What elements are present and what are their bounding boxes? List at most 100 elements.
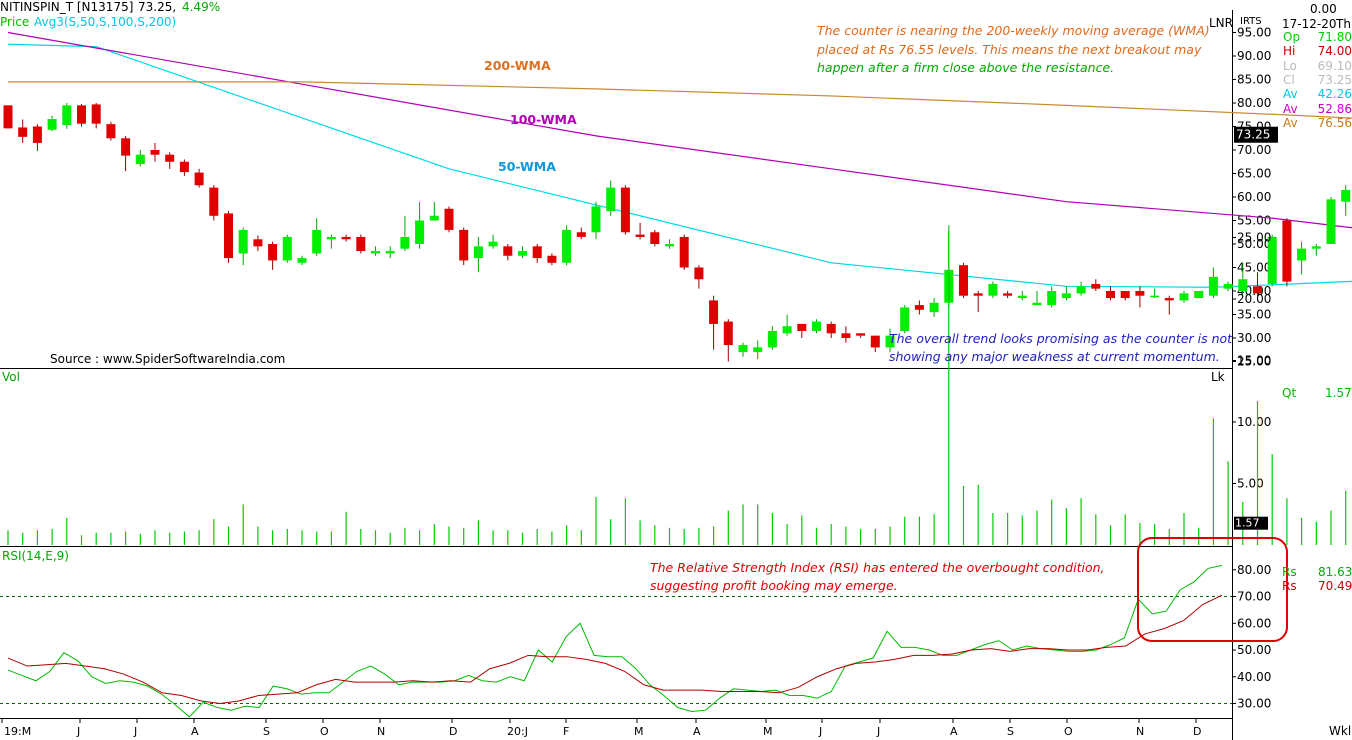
x-axis-label: D bbox=[1193, 725, 1201, 738]
rsi-signal-value: 70.49 bbox=[1318, 579, 1352, 593]
price-y-tick-label: 90.00 bbox=[1237, 49, 1271, 63]
candle-up bbox=[1267, 236, 1277, 284]
last-volume-marker bbox=[1234, 516, 1268, 530]
candle-down bbox=[959, 265, 968, 296]
candle-up bbox=[1076, 286, 1086, 294]
candle-down bbox=[679, 236, 689, 268]
rsi-y-tick-label: 40.00 bbox=[1237, 670, 1271, 684]
candle-down bbox=[797, 323, 807, 331]
candle-down bbox=[1253, 286, 1262, 294]
candle-down bbox=[1135, 291, 1145, 296]
wma-100-line bbox=[7, 31, 1352, 229]
x-axis-label: J bbox=[818, 725, 822, 738]
price-y-tick-label: 60.00 bbox=[1237, 190, 1271, 204]
volume-y-tick-label: 5.00 bbox=[1237, 477, 1264, 491]
candle-down bbox=[547, 255, 557, 263]
ohlc-label: Cl bbox=[1283, 72, 1295, 87]
overlay-ma-label: Avg3(S,50,S,100,S,200) bbox=[34, 15, 177, 29]
candle-up bbox=[62, 105, 72, 126]
x-axis-label: N bbox=[377, 725, 385, 738]
ohlc-label: Av bbox=[1283, 101, 1298, 116]
rsi-label: RSI(14,E,9) bbox=[2, 549, 69, 563]
candle-down bbox=[1282, 220, 1292, 282]
candle-up bbox=[47, 118, 57, 130]
ohlc-value: 42.26 bbox=[1317, 87, 1352, 102]
rsi-signal-line bbox=[7, 594, 1223, 705]
rsi-y-tick-label: 80.00 bbox=[1237, 563, 1271, 577]
x-axis-label: A bbox=[693, 725, 701, 738]
date-label: 17-12-20 bbox=[1282, 17, 1337, 31]
price-y-tick-label: 35.00 bbox=[1237, 308, 1271, 322]
candle-down bbox=[3, 105, 13, 129]
candle-up bbox=[429, 215, 439, 221]
lnr-label: LNR bbox=[1209, 16, 1233, 30]
candle-down bbox=[1091, 283, 1101, 289]
x-axis-label: F bbox=[563, 725, 569, 738]
price-y-tick-label: 95.00 bbox=[1237, 26, 1271, 40]
irts-label: IRTS bbox=[1240, 16, 1262, 27]
candle-down bbox=[209, 187, 219, 216]
last-volume-label: 1.57 bbox=[1235, 517, 1260, 530]
candle-down bbox=[32, 126, 42, 143]
x-axis-label: A bbox=[191, 725, 199, 738]
x-axis-label: O bbox=[1064, 725, 1073, 738]
rsi-line bbox=[7, 564, 1223, 718]
wma-note-line2: placed at Rs 76.55 levels. This means th… bbox=[817, 42, 1202, 57]
candle-up bbox=[1326, 199, 1336, 244]
candle-down bbox=[165, 154, 175, 162]
candle-down bbox=[826, 323, 836, 334]
candle-up bbox=[1208, 276, 1218, 296]
source-credit: Source : www.SpiderSoftwareIndia.com bbox=[50, 352, 286, 366]
header-price: 73.25, bbox=[138, 0, 177, 14]
candle-up bbox=[1032, 302, 1042, 306]
candle-down bbox=[179, 161, 189, 173]
candle-up bbox=[885, 335, 895, 348]
candle-down bbox=[1120, 291, 1130, 299]
ohlc-value: 71.80 bbox=[1317, 30, 1352, 44]
price-y-tick-label: 25.00 bbox=[1237, 355, 1271, 369]
candle-up bbox=[1341, 189, 1351, 202]
ohlc-label: Av bbox=[1283, 87, 1298, 102]
label-100-wma: 100-WMA bbox=[510, 112, 577, 127]
price-y-tick-label: 85.00 bbox=[1237, 73, 1271, 87]
candle-down bbox=[106, 124, 116, 139]
candle-down bbox=[268, 244, 278, 261]
price-y-tick-label: 50.00 bbox=[1237, 237, 1271, 251]
volume-label: Vol bbox=[2, 370, 20, 384]
candle-down bbox=[224, 213, 233, 259]
trend-note-line1: The overall trend looks promising as the… bbox=[889, 331, 1233, 346]
trend-note-line2: showing any major weakness at current mo… bbox=[889, 349, 1220, 364]
candle-down bbox=[532, 246, 542, 259]
candle-down bbox=[91, 104, 101, 124]
candle-up bbox=[1223, 283, 1233, 289]
x-axis-label: 19:M bbox=[4, 725, 31, 738]
x-axis-label: D bbox=[449, 725, 457, 738]
candle-up bbox=[1061, 293, 1071, 299]
candle-up bbox=[782, 326, 792, 334]
candle-up bbox=[135, 154, 145, 165]
ohlc-label: Op bbox=[1283, 30, 1301, 44]
price-y-tick-label: 45.00 bbox=[1237, 261, 1271, 275]
candle-up bbox=[400, 236, 410, 249]
candle-down bbox=[253, 239, 263, 247]
candle-up bbox=[1179, 293, 1189, 301]
candle-up bbox=[1150, 295, 1160, 298]
ohlc-value: 73.25 bbox=[1317, 72, 1352, 87]
x-axis-label: O bbox=[320, 725, 329, 738]
candle-up bbox=[988, 283, 998, 296]
rsi-note-line1: The Relative Strength Index (RSI) has en… bbox=[650, 560, 1105, 575]
volume-y-tick-label: 20.00 bbox=[1237, 292, 1271, 306]
candle-down bbox=[1106, 291, 1115, 299]
header-symbol: NITINSPIN_T [N13175] bbox=[0, 0, 134, 14]
candle-up bbox=[812, 321, 821, 331]
candle-down bbox=[77, 105, 86, 124]
ohlc-value: 76.56 bbox=[1317, 115, 1352, 130]
candle-down bbox=[503, 246, 513, 256]
overbought-highlight-circle bbox=[1137, 537, 1288, 642]
candle-down bbox=[841, 333, 851, 338]
price-y-tick-label: 70.00 bbox=[1237, 143, 1271, 157]
rsi-y-tick-label: 60.00 bbox=[1237, 616, 1271, 630]
qt-value: 1.57 bbox=[1325, 386, 1352, 400]
ohlc-label: Av bbox=[1283, 115, 1298, 130]
